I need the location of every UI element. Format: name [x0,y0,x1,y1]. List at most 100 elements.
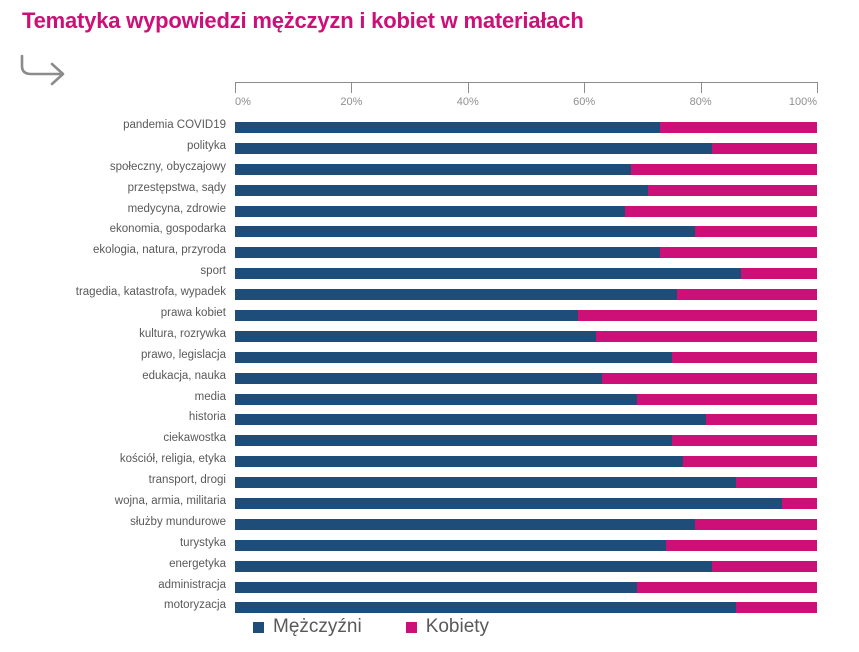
bar-row-label: prawa kobiet [160,307,226,320]
bar-row: motoryzacja [0,598,859,619]
bar-segment-kobiety[interactable] [235,581,817,593]
bar-segment-kobiety[interactable] [235,268,817,280]
turn-right-arrow-icon [18,52,74,86]
bar-row: tragedia, katastrofa, wypadek [0,285,859,306]
bar-row: medycyna, zdrowie [0,202,859,223]
bar-row-label: ekologia, natura, przyroda [93,244,226,257]
bar-row-label: motoryzacja [164,599,226,612]
bar-segment-kobiety[interactable] [235,477,817,489]
bar-segment-kobiety[interactable] [235,184,817,196]
bar-segment-mezczyzni[interactable] [235,456,684,468]
bar-segment-mezczyzni[interactable] [235,560,713,572]
bar-segment-mezczyzni[interactable] [235,163,631,175]
bar-segment-mezczyzni[interactable] [235,393,637,405]
bar-row: pandemia COVID19 [0,118,859,139]
bar-segment-mezczyzni[interactable] [235,247,660,259]
bar-segment-mezczyzni[interactable] [235,226,695,238]
bar-segment-mezczyzni[interactable] [235,602,736,614]
bar-segment-mezczyzni[interactable] [235,142,713,154]
bar-row-label: pandemia COVID19 [123,119,226,131]
x-axis-tick-label: 60% [573,96,596,108]
bar-segment-mezczyzni[interactable] [235,310,579,322]
bar-row: energetyka [0,557,859,578]
bar-segment-kobiety[interactable] [235,372,817,384]
bar-segment-mezczyzni[interactable] [235,205,625,217]
bar-row: ciekawostka [0,431,859,452]
legend-swatch-icon [405,621,417,633]
bar-segment-mezczyzni[interactable] [235,351,672,363]
bar-row-label: ekonomia, gospodarka [109,223,226,236]
bar-segment-mezczyzni[interactable] [235,435,672,447]
bar-segment-kobiety[interactable] [235,289,817,301]
bar-row-label: transport, drogi [148,474,226,487]
bar-segment-mezczyzni[interactable] [235,268,742,280]
chart-legend: Mężczyźni Kobiety [253,616,489,638]
legend-swatch-icon [253,621,264,633]
legend-item-label: Mężczyźni [273,616,362,637]
x-axis-tick [467,82,469,93]
x-axis-tick-label: 20% [340,96,363,108]
bar-segment-kobiety[interactable] [235,310,817,322]
bar-row: turystyka [0,536,859,557]
bar-segment-mezczyzni[interactable] [235,184,649,196]
bar-row: prawo, legislacja [0,348,859,369]
bar-row-label: polityka [187,139,226,152]
bar-segment-kobiety[interactable] [235,122,817,133]
bar-segment-mezczyzni[interactable] [235,122,660,133]
bar-segment-kobiety[interactable] [235,498,817,510]
bar-segment-mezczyzni[interactable] [235,498,783,510]
bar-row-label: ciekawostka [163,432,226,445]
bar-segment-kobiety[interactable] [235,539,817,551]
bar-row-label: służby mundurowe [130,515,226,528]
bar-row: polityka [0,139,859,160]
bar-row: sport [0,264,859,285]
bar-row: przestępstwa, sądy [0,181,859,202]
bar-row: ekonomia, gospodarka [0,222,859,243]
x-axis-tick [700,82,702,93]
legend-item[interactable]: Mężczyźni [253,616,362,638]
bar-segment-kobiety[interactable] [235,163,817,175]
bar-segment-mezczyzni[interactable] [235,581,637,593]
bar-segment-kobiety[interactable] [235,247,817,259]
bar-segment-mezczyzni[interactable] [235,372,602,384]
x-axis-tick-label: 100% [788,96,817,108]
bar-segment-kobiety[interactable] [235,435,817,447]
bar-row-label: przestępstwa, sądy [127,181,226,194]
x-axis-tick [235,82,236,93]
bar-row-label: media [194,390,226,403]
bar-row-label: administracja [158,578,226,591]
bar-segment-mezczyzni[interactable] [235,330,596,342]
bar-row: transport, drogi [0,473,859,494]
legend-item-label: Kobiety [425,616,490,637]
bar-segment-mezczyzni[interactable] [235,289,678,301]
x-axis-tick-label: 0% [235,96,251,108]
bar-segment-mezczyzni[interactable] [235,414,707,426]
x-axis-tick-label: 80% [689,96,712,108]
page-title: Tematyka wypowiedzi mężczyzn i kobiet w … [22,8,584,33]
bar-segment-kobiety[interactable] [235,142,817,154]
bar-row-label: energetyka [169,557,226,570]
bar-row-label: tragedia, katastrofa, wypadek [75,286,226,299]
bar-segment-kobiety[interactable] [235,602,817,614]
bar-segment-kobiety[interactable] [235,393,817,405]
bar-segment-kobiety[interactable] [235,456,817,468]
bar-segment-kobiety[interactable] [235,205,817,217]
bar-segment-kobiety[interactable] [235,330,817,342]
bar-segment-kobiety[interactable] [235,226,817,238]
x-axis-tick-label: 40% [456,96,479,108]
bar-segment-mezczyzni[interactable] [235,539,666,551]
bar-segment-kobiety[interactable] [235,518,817,530]
x-axis-tick [584,82,586,93]
bar-row: kościół, religia, etyka [0,452,859,473]
bar-segment-mezczyzni[interactable] [235,477,736,489]
bar-segment-kobiety[interactable] [235,560,817,572]
bar-row: społeczny, obyczajowy [0,160,859,181]
bar-segment-kobiety[interactable] [235,414,817,426]
bar-row-label: społeczny, obyczajowy [109,160,226,173]
bar-segment-mezczyzni[interactable] [235,518,695,530]
bar-row-label: prawo, legislacja [140,348,226,361]
x-axis-line [235,82,817,83]
bar-segment-kobiety[interactable] [235,351,817,363]
legend-item[interactable]: Kobiety [405,616,490,638]
bar-row: służby mundurowe [0,515,859,536]
